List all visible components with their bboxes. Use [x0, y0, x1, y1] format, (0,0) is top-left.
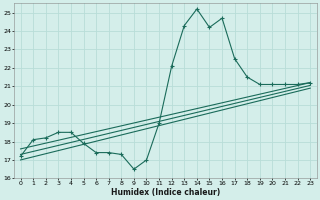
X-axis label: Humidex (Indice chaleur): Humidex (Indice chaleur) [111, 188, 220, 197]
